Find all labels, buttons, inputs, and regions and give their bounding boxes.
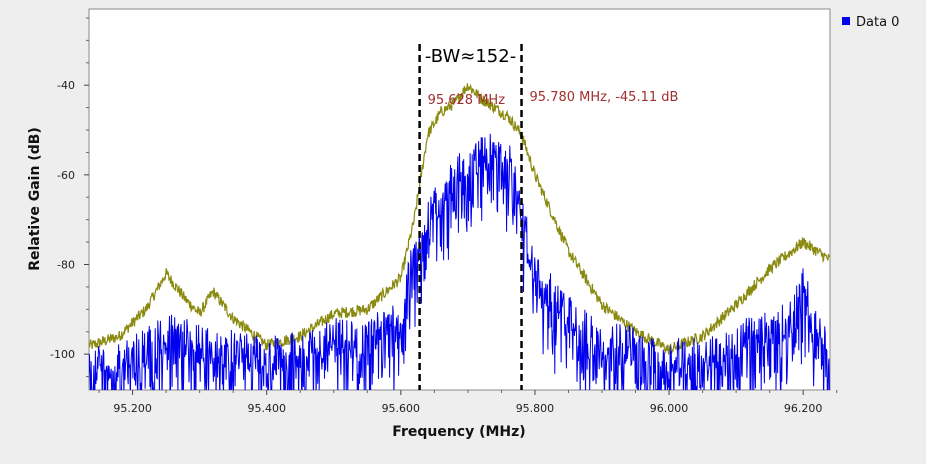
y-axis-label: Relative Gain (dB) xyxy=(27,127,43,271)
x-tick-label: 95.200 xyxy=(113,402,152,415)
legend-entry-data-0[interactable]: Data 0 xyxy=(856,15,899,30)
x-tick-label: 96.200 xyxy=(784,402,823,415)
plot-area xyxy=(88,8,831,391)
y-tick-label: -80 xyxy=(57,258,75,271)
x-tick-label: 95.800 xyxy=(516,402,555,415)
x-axis-label: Frequency (MHz) xyxy=(392,424,525,440)
series-line-data-0 xyxy=(89,133,830,390)
y-tick-label: -60 xyxy=(57,169,75,182)
legend[interactable]: Data 0 xyxy=(842,15,899,30)
x-tick-label: 95.600 xyxy=(382,402,421,415)
bandwidth-label: -BW≈152- xyxy=(425,46,516,67)
marker-label-left: 95.628 MHz xyxy=(428,93,506,108)
legend-swatch xyxy=(842,17,850,25)
x-tick-label: 96.000 xyxy=(650,402,689,415)
y-tick-label: -100 xyxy=(50,348,75,361)
y-tick-label: -40 xyxy=(57,79,75,92)
series-line-max-hold xyxy=(89,83,830,355)
marker-label-right: 95.780 MHz, -45.11 dB xyxy=(530,90,679,105)
x-tick-label: 95.400 xyxy=(247,402,286,415)
